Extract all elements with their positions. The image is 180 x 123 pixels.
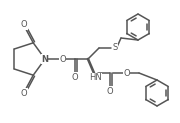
Text: O: O bbox=[21, 89, 28, 98]
Text: O: O bbox=[59, 54, 66, 63]
Text: O: O bbox=[72, 72, 78, 82]
Text: O: O bbox=[107, 86, 113, 95]
Text: HN: HN bbox=[89, 74, 101, 83]
Text: O: O bbox=[123, 69, 130, 77]
Text: S: S bbox=[112, 44, 118, 53]
Text: N: N bbox=[41, 54, 48, 63]
Text: O: O bbox=[21, 20, 28, 29]
